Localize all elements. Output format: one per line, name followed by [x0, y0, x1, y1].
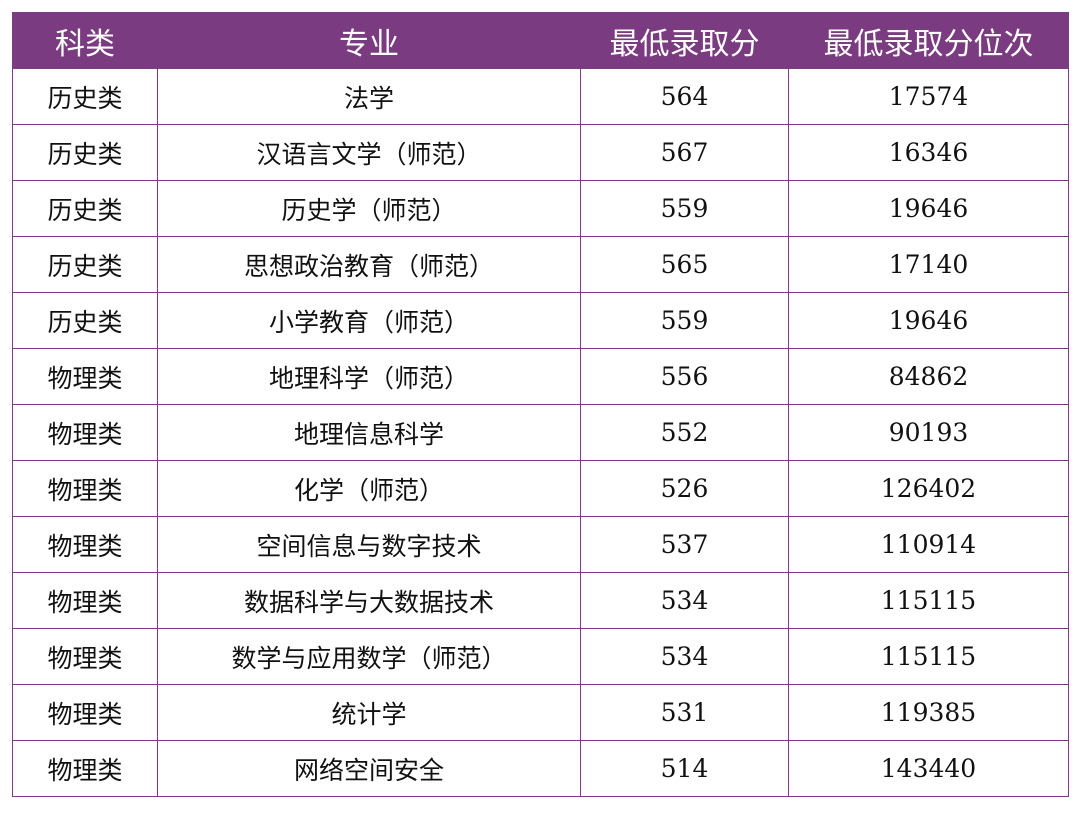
table-cell: 物理类 — [12, 348, 158, 405]
table-cell: 119385 — [788, 684, 1069, 741]
table-wrap: 科类 专业 最低录取分 最低录取分位次 历史类 法学 564 17574 历史类 汉语言文学（师… — [12, 12, 1069, 797]
table-row: 历史类 小学教育（师范） 559 19646 — [12, 292, 1069, 349]
table-cell: 567 — [580, 124, 789, 181]
table-row: 物理类 地理信息科学 552 90193 — [12, 404, 1069, 461]
table-cell: 地理信息科学 — [157, 404, 581, 461]
table-cell: 物理类 — [12, 684, 158, 741]
table-header: 科类 专业 最低录取分 最低录取分位次 — [12, 12, 1069, 69]
header-row: 科类 专业 最低录取分 最低录取分位次 — [12, 12, 1069, 69]
table-row: 历史类 历史学（师范） 559 19646 — [12, 180, 1069, 237]
table-cell: 物理类 — [12, 740, 158, 797]
table-cell: 物理类 — [12, 460, 158, 517]
table-cell: 数学与应用数学（师范） — [157, 628, 581, 685]
table-cell: 统计学 — [157, 684, 581, 741]
table-cell: 559 — [580, 292, 789, 349]
table-cell: 16346 — [788, 124, 1069, 181]
table-cell: 历史类 — [12, 68, 158, 125]
table-cell: 空间信息与数字技术 — [157, 516, 581, 573]
table-cell: 115115 — [788, 628, 1069, 685]
table-cell: 17574 — [788, 68, 1069, 125]
table-cell: 84862 — [788, 348, 1069, 405]
table-cell: 110914 — [788, 516, 1069, 573]
table-row: 物理类 统计学 531 119385 — [12, 684, 1069, 741]
table-row: 物理类 化学（师范） 526 126402 — [12, 460, 1069, 517]
table-cell: 化学（师范） — [157, 460, 581, 517]
table-cell: 565 — [580, 236, 789, 293]
table-row: 物理类 数据科学与大数据技术 534 115115 — [12, 572, 1069, 629]
table-cell: 90193 — [788, 404, 1069, 461]
table-cell: 汉语言文学（师范） — [157, 124, 581, 181]
table-cell: 559 — [580, 180, 789, 237]
table-cell: 19646 — [788, 292, 1069, 349]
table-cell: 物理类 — [12, 628, 158, 685]
table-cell: 564 — [580, 68, 789, 125]
table-row: 物理类 数学与应用数学（师范） 534 115115 — [12, 628, 1069, 685]
table-cell: 历史类 — [12, 236, 158, 293]
table-row: 物理类 空间信息与数字技术 537 110914 — [12, 516, 1069, 573]
table-cell: 历史学（师范） — [157, 180, 581, 237]
table-cell: 534 — [580, 628, 789, 685]
header-cell: 科类 — [12, 12, 158, 69]
table-row: 物理类 地理科学（师范） 556 84862 — [12, 348, 1069, 405]
table-row: 历史类 思想政治教育（师范） 565 17140 — [12, 236, 1069, 293]
table-cell: 552 — [580, 404, 789, 461]
table-cell: 物理类 — [12, 404, 158, 461]
table-cell: 网络空间安全 — [157, 740, 581, 797]
header-cell: 最低录取分 — [580, 12, 789, 69]
header-cell: 专业 — [157, 12, 581, 69]
table-row: 历史类 法学 564 17574 — [12, 68, 1069, 125]
table-body: 历史类 法学 564 17574 历史类 汉语言文学（师范） 567 16346 历史类 历史学（… — [12, 68, 1069, 797]
admission-table: 科类 专业 最低录取分 最低录取分位次 历史类 法学 564 17574 历史类 汉语言文学（师… — [12, 12, 1069, 797]
table-cell: 537 — [580, 516, 789, 573]
table-cell: 数据科学与大数据技术 — [157, 572, 581, 629]
table-cell: 地理科学（师范） — [157, 348, 581, 405]
table-cell: 历史类 — [12, 124, 158, 181]
table-cell: 法学 — [157, 68, 581, 125]
table-cell: 126402 — [788, 460, 1069, 517]
table-cell: 526 — [580, 460, 789, 517]
table-cell: 531 — [580, 684, 789, 741]
header-cell: 最低录取分位次 — [788, 12, 1069, 69]
table-row: 物理类 网络空间安全 514 143440 — [12, 740, 1069, 797]
table-cell: 小学教育（师范） — [157, 292, 581, 349]
table-cell: 534 — [580, 572, 789, 629]
table-cell: 历史类 — [12, 292, 158, 349]
table-row: 历史类 汉语言文学（师范） 567 16346 — [12, 124, 1069, 181]
table-cell: 514 — [580, 740, 789, 797]
table-cell: 556 — [580, 348, 789, 405]
table-cell: 19646 — [788, 180, 1069, 237]
table-cell: 143440 — [788, 740, 1069, 797]
table-cell: 物理类 — [12, 516, 158, 573]
table-cell: 115115 — [788, 572, 1069, 629]
table-cell: 物理类 — [12, 572, 158, 629]
table-cell: 历史类 — [12, 180, 158, 237]
table-cell: 17140 — [788, 236, 1069, 293]
table-cell: 思想政治教育（师范） — [157, 236, 581, 293]
